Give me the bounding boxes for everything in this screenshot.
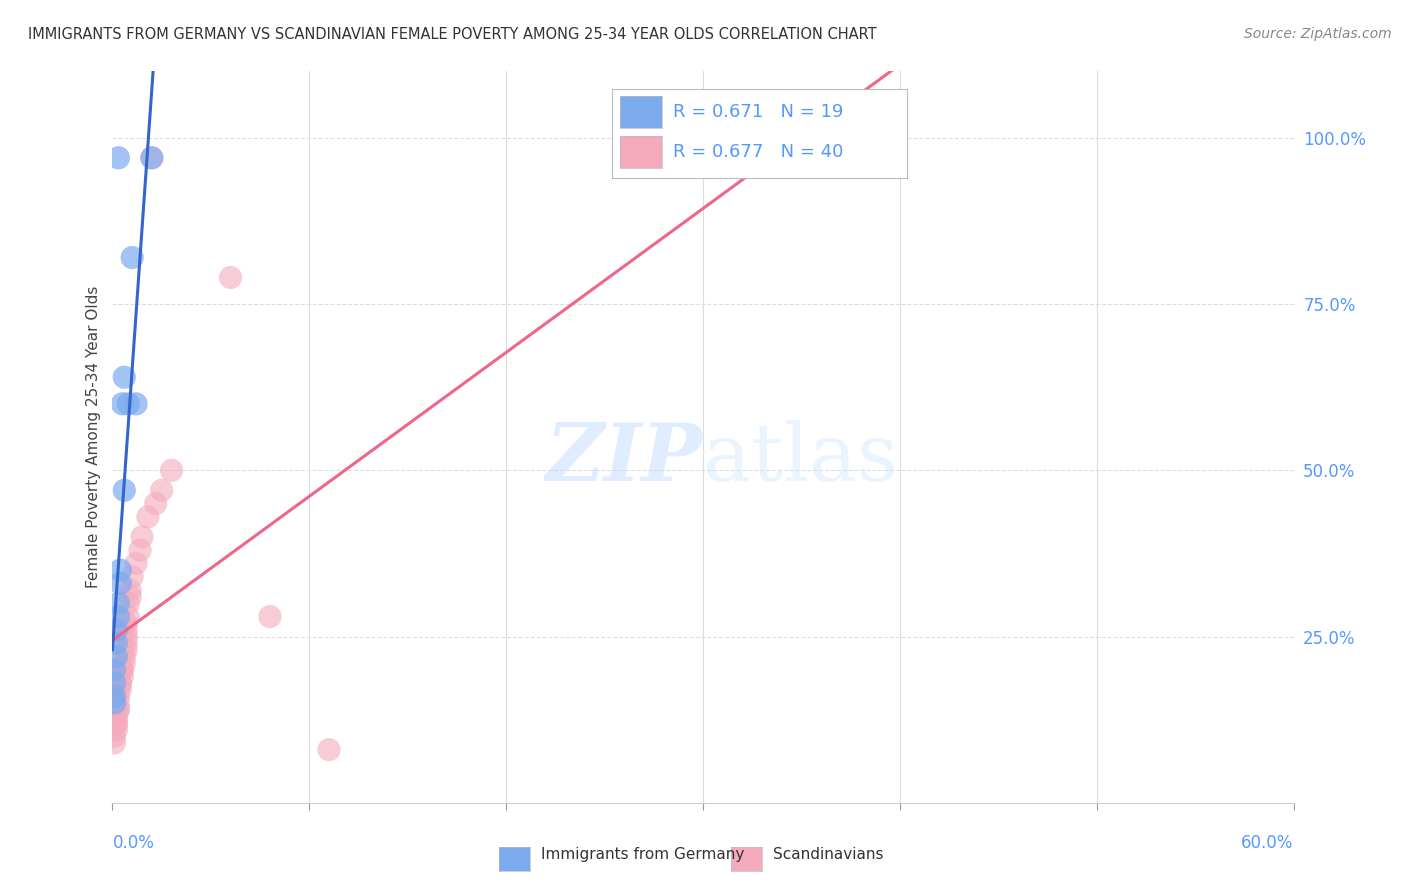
Text: IMMIGRANTS FROM GERMANY VS SCANDINAVIAN FEMALE POVERTY AMONG 25-34 YEAR OLDS COR: IMMIGRANTS FROM GERMANY VS SCANDINAVIAN … <box>28 27 877 42</box>
Text: Immigrants from Germany: Immigrants from Germany <box>541 847 745 862</box>
Point <box>103 676 125 690</box>
Point <box>110 682 132 697</box>
Point <box>105 649 128 664</box>
Point <box>107 703 129 717</box>
Point <box>105 716 128 731</box>
Point <box>105 636 128 650</box>
Point <box>103 696 125 710</box>
Point <box>110 676 132 690</box>
Point <box>110 676 132 690</box>
Point <box>141 151 163 165</box>
Text: 0.0%: 0.0% <box>112 834 155 852</box>
Point <box>103 663 125 677</box>
Point <box>105 723 128 737</box>
Text: Source: ZipAtlas.com: Source: ZipAtlas.com <box>1244 27 1392 41</box>
Point <box>790 131 813 145</box>
Point <box>318 742 340 756</box>
Point <box>115 623 138 637</box>
Point <box>150 483 173 498</box>
Point <box>103 736 125 750</box>
Point <box>110 576 132 591</box>
Y-axis label: Female Poverty Among 25-34 Year Olds: Female Poverty Among 25-34 Year Olds <box>86 286 101 588</box>
Point <box>112 649 135 664</box>
Point <box>111 663 134 677</box>
Text: Scandinavians: Scandinavians <box>773 847 884 862</box>
Point <box>120 582 142 597</box>
Point <box>112 370 135 384</box>
Point <box>107 596 129 610</box>
Point <box>117 397 139 411</box>
Point <box>103 690 125 704</box>
Text: R = 0.677   N = 40: R = 0.677 N = 40 <box>673 143 844 161</box>
Point <box>129 543 152 558</box>
Point <box>115 616 138 631</box>
Text: atlas: atlas <box>703 420 898 498</box>
Point <box>111 669 134 683</box>
Point <box>125 557 148 571</box>
Point <box>107 690 129 704</box>
Point <box>115 636 138 650</box>
Point <box>107 696 129 710</box>
Point <box>111 397 134 411</box>
Text: R = 0.671   N = 19: R = 0.671 N = 19 <box>673 103 844 121</box>
Point <box>219 270 242 285</box>
Point <box>105 716 128 731</box>
Point <box>121 570 143 584</box>
Point <box>117 609 139 624</box>
Point <box>259 609 281 624</box>
Point <box>107 151 129 165</box>
Point <box>110 563 132 577</box>
Point <box>115 643 138 657</box>
Point <box>117 596 139 610</box>
Point <box>115 630 138 644</box>
Point <box>160 463 183 477</box>
Point <box>125 397 148 411</box>
Point <box>107 609 129 624</box>
Point <box>121 251 143 265</box>
Point <box>111 663 134 677</box>
Text: ZIP: ZIP <box>546 420 703 498</box>
Point <box>145 497 167 511</box>
Point <box>105 709 128 723</box>
Point <box>103 729 125 743</box>
Text: 60.0%: 60.0% <box>1241 834 1294 852</box>
Point <box>141 151 163 165</box>
Point <box>105 623 128 637</box>
Point <box>131 530 153 544</box>
Point <box>112 483 135 498</box>
Point <box>120 590 142 604</box>
Point <box>136 509 159 524</box>
Point <box>107 703 129 717</box>
Point <box>112 656 135 670</box>
